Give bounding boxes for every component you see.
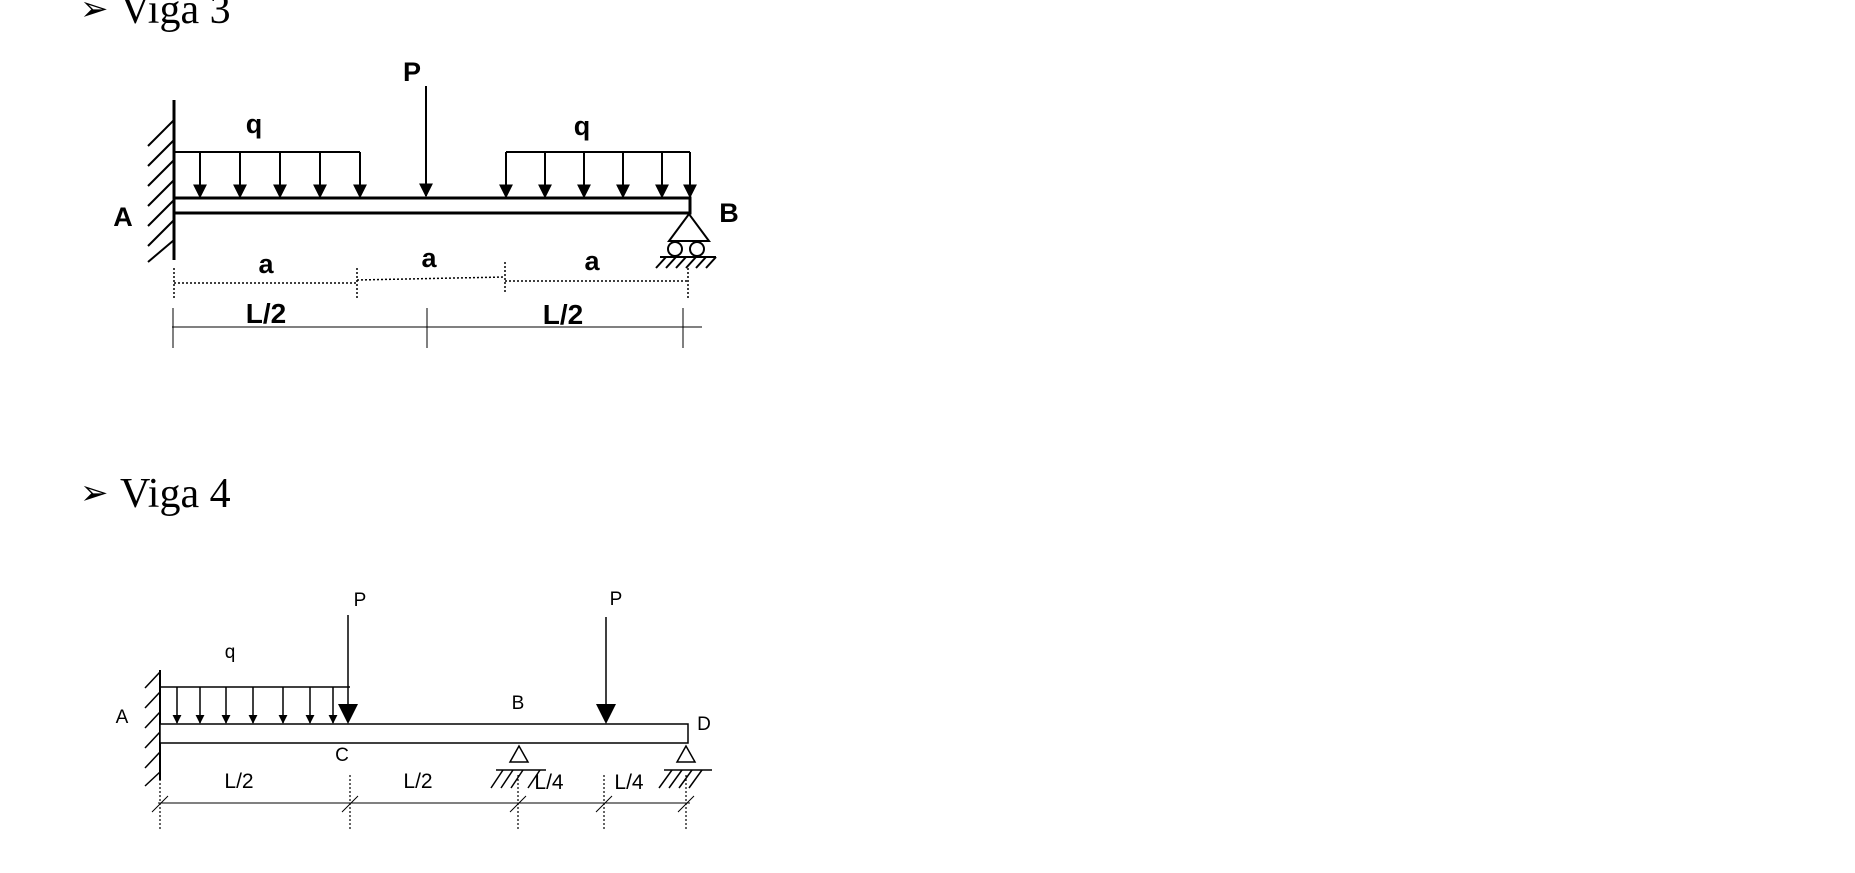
dimension-label-a: a [584,246,600,276]
load-label-q: q [225,642,236,663]
dimension-label: L/4 [614,771,644,794]
beam-4-heading: ➢ Viga 4 [80,470,231,518]
distributed-load-left [174,151,367,199]
dimension-label: L/4 [534,771,564,794]
support-label-b: B [719,198,739,228]
beam-4-body [159,723,689,744]
arrow-bullet-icon: ➢ [80,0,109,28]
beam-3-diagram: q q P A B a a a L/2 L/2 [113,57,739,348]
point-label-b: B [512,693,525,714]
dimension-label-a: a [421,243,437,273]
point-load-label-p: P [610,589,623,610]
beam-3-heading: ➢ Viga 3 [80,0,231,34]
point-load-label-p: P [354,590,367,611]
arrow-bullet-icon: ➢ [80,475,109,512]
point-label-a: A [116,707,129,728]
distributed-load-right [499,151,697,199]
pin-support-b [490,744,546,789]
point-label-c: C [335,745,349,766]
beam-3-body [172,196,692,215]
fixed-support-a [147,100,176,263]
dimension-label-half: L/2 [246,298,286,329]
load-label-q-left: q [246,109,263,139]
point-load-arrow [338,615,358,724]
dimension-label-half: L/2 [543,299,583,330]
pin-support-d [658,744,712,789]
point-load-label-p: P [403,57,421,87]
beam-4-diagram: q P P A B C D L/2 L/2 L/4 L/4 [116,589,712,830]
support-label-a: A [113,202,133,232]
beam-3-title: Viga 3 [120,0,231,33]
dimension-label: L/2 [224,770,253,793]
load-label-q-right: q [574,111,591,141]
dimension-label: L/2 [403,770,432,793]
beam-4-title: Viga 4 [120,471,231,517]
dimension-line [151,775,695,830]
point-load-arrow [596,617,616,724]
dimension-line-a [173,262,689,298]
fixed-support-a [144,670,161,787]
point-label-d: D [697,714,711,735]
dimension-label-a: a [258,249,274,279]
distributed-load [160,686,350,724]
roller-support-b [655,212,717,269]
dimension-line-half [172,308,702,348]
